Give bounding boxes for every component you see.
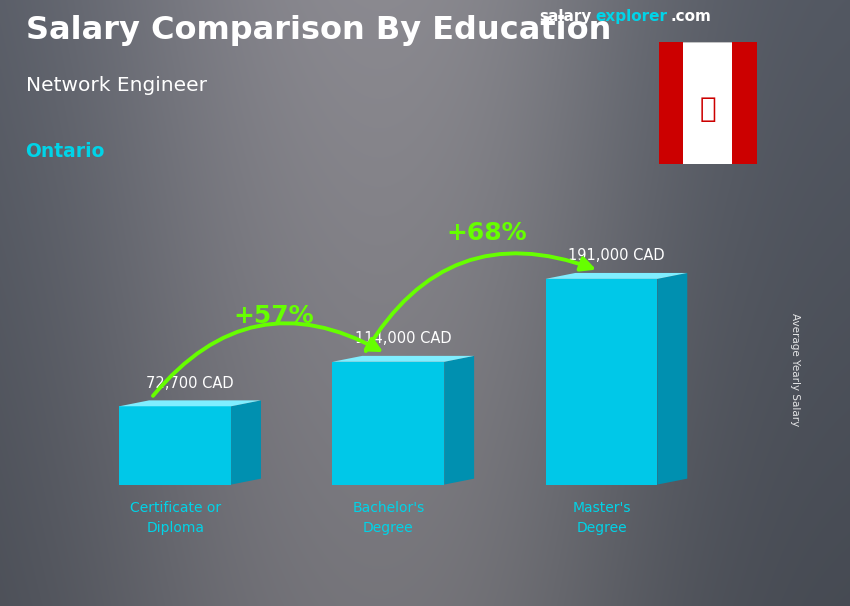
- Polygon shape: [445, 356, 474, 485]
- Text: Master's
Degree: Master's Degree: [572, 501, 631, 534]
- Polygon shape: [332, 362, 445, 485]
- Text: +68%: +68%: [446, 221, 527, 245]
- Text: Certificate or
Diploma: Certificate or Diploma: [130, 501, 221, 534]
- Text: Salary Comparison By Education: Salary Comparison By Education: [26, 15, 611, 45]
- Text: .com: .com: [671, 9, 711, 24]
- Text: explorer: explorer: [595, 9, 667, 24]
- Text: Ontario: Ontario: [26, 142, 105, 161]
- Text: 191,000 CAD: 191,000 CAD: [568, 248, 665, 264]
- Text: 72,700 CAD: 72,700 CAD: [146, 376, 234, 391]
- Polygon shape: [546, 273, 688, 279]
- Text: salary: salary: [540, 9, 592, 24]
- Text: 🍁: 🍁: [700, 95, 716, 123]
- Text: Average Yearly Salary: Average Yearly Salary: [790, 313, 800, 426]
- Bar: [732, 42, 756, 164]
- Polygon shape: [119, 406, 231, 485]
- Polygon shape: [546, 279, 657, 485]
- Text: Bachelor's
Degree: Bachelor's Degree: [352, 501, 424, 534]
- Text: 114,000 CAD: 114,000 CAD: [355, 331, 451, 347]
- Polygon shape: [657, 273, 688, 485]
- Polygon shape: [231, 401, 261, 485]
- Polygon shape: [332, 356, 474, 362]
- Polygon shape: [119, 401, 261, 406]
- Bar: [659, 42, 683, 164]
- Text: +57%: +57%: [234, 304, 314, 328]
- Text: Network Engineer: Network Engineer: [26, 76, 207, 95]
